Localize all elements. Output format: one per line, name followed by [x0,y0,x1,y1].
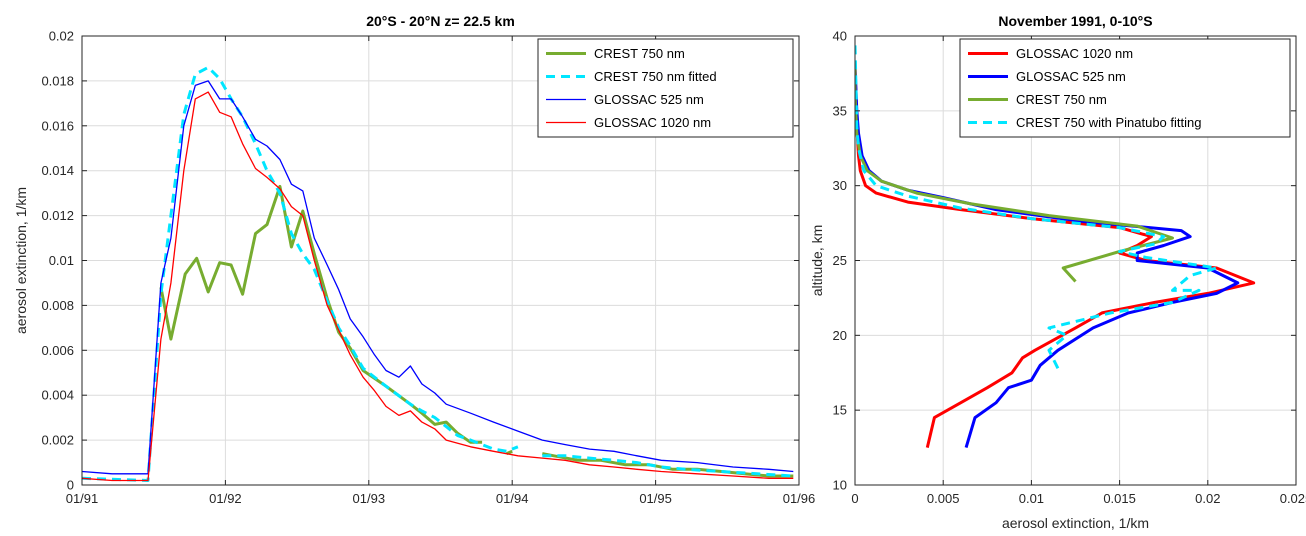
y-tick-label: 25 [833,253,847,268]
y-tick-label: 0.016 [41,118,74,133]
x-tick-label: 0 [851,491,858,506]
y-tick-label: 35 [833,103,847,118]
y-tick-label: 0.014 [41,163,74,178]
x-tick-label: 01/93 [353,491,386,506]
x-tick-label: 01/95 [639,491,672,506]
series-group [855,43,1256,449]
y-tick-label: 0.02 [49,29,74,44]
y-tick-label: 0.012 [41,208,74,223]
legend-label: GLOSSAC 525 nm [1016,69,1126,84]
legend-label: GLOSSAC 525 nm [594,92,704,107]
y-tick-label: 0.006 [41,343,74,358]
series-line-3 [82,80,794,475]
legend-box [537,38,794,138]
legend-label: CREST 750 nm [1016,92,1107,107]
x-tick-label: 0.005 [927,491,960,506]
series-line-4 [855,43,1219,369]
x-tick-label: 0.015 [1103,491,1136,506]
legend: GLOSSAC 1020 nm GLOSSAC 525 nm CREST 750 n… [959,38,1291,138]
y-tick-label: 40 [833,29,847,44]
x-tick-label: 01/92 [209,491,242,506]
y-tick-label: 0.01 [49,253,74,268]
x-axis-label: aerosol extinction, 1/km [1002,515,1149,531]
legend-box [959,38,1291,138]
legend-label: CREST 750 nm fitted [594,69,717,84]
y-tick-label: 0.008 [41,298,74,313]
series-line-2 [542,454,794,478]
legend-label: CREST 750 nm [594,46,685,61]
left-panel-time-series: 01/91 01/92 01/93 01/94 01/95 01/96 0 0.002 0.00… [13,13,815,506]
y-tick-label: 20 [833,328,847,343]
chart-title: 20°S - 20°N z= 22.5 km [366,13,515,29]
y-tick-label: 0.018 [41,73,74,88]
series-group [82,65,794,482]
y-axis-label: aerosol extinction, 1/km [13,187,29,334]
y-axis-label: altitude, km [809,225,825,297]
series-line-1 [542,452,794,478]
y-tick-label: 10 [833,478,847,493]
x-tick-label: 01/94 [496,491,529,506]
y-tick-label: 30 [833,178,847,193]
x-tick-label: 0.01 [1019,491,1044,506]
x-tick-label: 01/91 [66,491,99,506]
y-tick-label: 15 [833,403,847,418]
legend-label: GLOSSAC 1020 nm [594,115,711,130]
y-tick-label: 0.002 [41,433,74,448]
series-line-4 [82,91,794,482]
legend: CREST 750 nm CREST 750 nm fitted GLOSSAC 5… [537,38,794,138]
legend-label: GLOSSAC 1020 nm [1016,46,1133,61]
right-panel-profile: 0 0.005 0.01 0.015 0.02 0.025 10 15 20 25 30 35 40 No… [809,13,1306,531]
series-line-2 [82,65,519,482]
x-tick-label: 01/96 [783,491,816,506]
legend-label: CREST 750 with Pinatubo fitting [1016,115,1201,130]
x-tick-label: 0.025 [1280,491,1306,506]
y-tick-label: 0.004 [41,388,74,403]
y-tick-label: 0 [67,478,74,493]
x-tick-label: 0.02 [1195,491,1220,506]
chart-title: November 1991, 0-10°S [998,13,1152,29]
series-line-1 [159,184,483,444]
